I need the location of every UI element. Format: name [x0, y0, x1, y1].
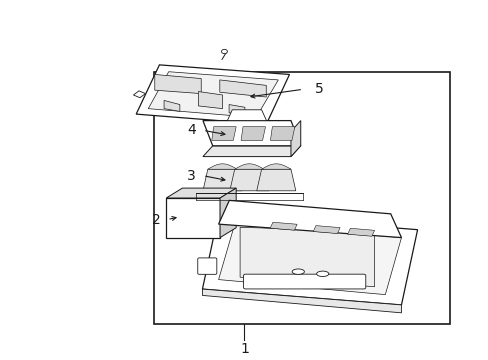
Polygon shape	[347, 228, 374, 236]
Ellipse shape	[291, 269, 304, 274]
FancyBboxPatch shape	[197, 258, 216, 274]
Polygon shape	[256, 169, 295, 191]
Polygon shape	[203, 146, 300, 157]
Polygon shape	[228, 104, 244, 116]
Ellipse shape	[316, 271, 328, 276]
Polygon shape	[313, 226, 340, 234]
Polygon shape	[290, 121, 300, 157]
Text: 1: 1	[240, 342, 248, 356]
Bar	[154, 72, 449, 324]
Polygon shape	[229, 169, 268, 191]
Polygon shape	[166, 198, 220, 238]
Polygon shape	[218, 201, 401, 238]
Text: 2: 2	[151, 213, 160, 226]
Polygon shape	[207, 164, 237, 169]
Polygon shape	[203, 121, 300, 146]
Text: 4: 4	[186, 123, 195, 137]
Polygon shape	[202, 214, 417, 305]
Polygon shape	[164, 100, 180, 111]
Polygon shape	[240, 227, 374, 287]
Polygon shape	[166, 188, 236, 198]
Polygon shape	[136, 65, 289, 125]
Polygon shape	[219, 80, 265, 97]
Polygon shape	[133, 91, 145, 98]
Polygon shape	[218, 224, 401, 294]
Polygon shape	[261, 164, 290, 169]
Polygon shape	[202, 289, 401, 313]
Polygon shape	[227, 110, 266, 121]
Polygon shape	[203, 169, 242, 191]
Polygon shape	[270, 222, 297, 230]
Polygon shape	[270, 127, 294, 140]
Polygon shape	[148, 72, 278, 117]
Text: 3: 3	[186, 169, 195, 183]
FancyBboxPatch shape	[243, 274, 365, 289]
Polygon shape	[241, 127, 265, 140]
Polygon shape	[220, 188, 236, 238]
Text: 5: 5	[315, 82, 324, 96]
Polygon shape	[154, 75, 201, 94]
Circle shape	[221, 49, 227, 54]
Polygon shape	[234, 164, 264, 169]
Polygon shape	[211, 127, 236, 140]
Polygon shape	[198, 91, 222, 109]
